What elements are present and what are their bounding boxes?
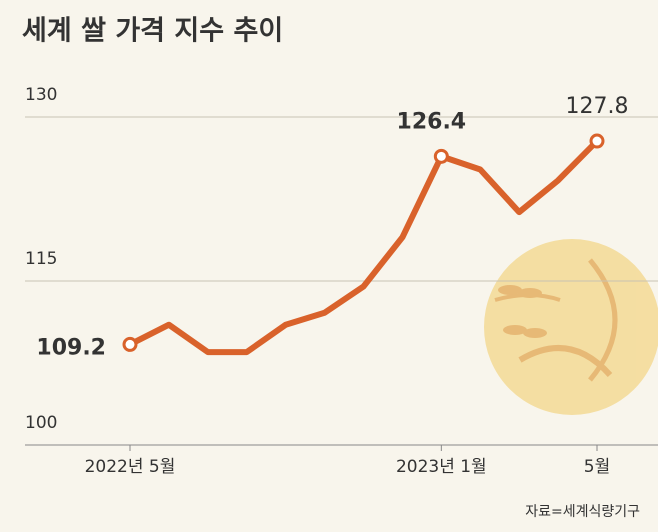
data-label: 127.8 xyxy=(566,94,629,119)
y-tick-label: 100 xyxy=(25,413,57,433)
data-point xyxy=(589,133,605,149)
data-point xyxy=(122,336,138,352)
data-label: 109.2 xyxy=(36,335,106,360)
x-tick-label: 5월 xyxy=(584,457,610,477)
data-point xyxy=(433,148,449,164)
y-tick-label: 130 xyxy=(25,85,57,105)
data-label: 126.4 xyxy=(397,109,467,134)
chart-title: 세계 쌀 가격 지수 추이 xyxy=(22,16,283,47)
y-tick-label: 115 xyxy=(25,249,57,269)
data-line xyxy=(127,138,600,356)
rice-decoration xyxy=(484,239,658,415)
x-tick-label: 2022년 5월 xyxy=(85,457,176,477)
x-tick-label: 2023년 1월 xyxy=(396,457,487,477)
source-note: 자료=세계식량기구 xyxy=(525,504,640,520)
